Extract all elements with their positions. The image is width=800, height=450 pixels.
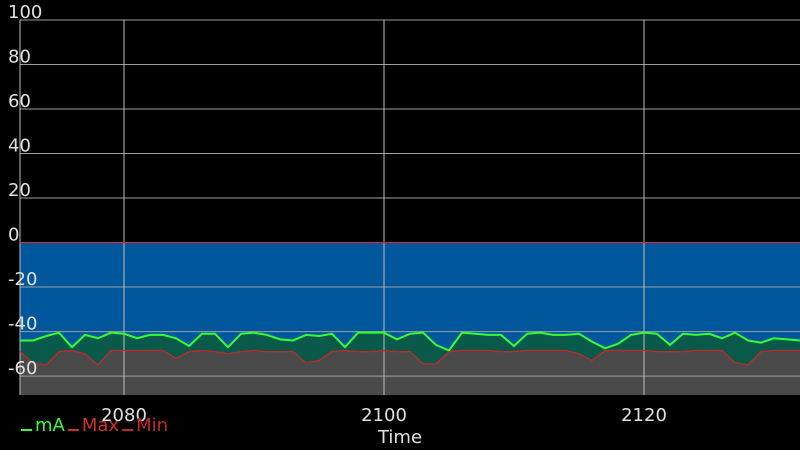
y-tick-label: -40 <box>8 314 37 335</box>
y-tick-label: 60 <box>8 91 31 112</box>
y-tick-label: 20 <box>8 180 31 201</box>
legend-label: Max <box>82 415 120 436</box>
series-line <box>19 349 800 366</box>
y-tick-label: 40 <box>8 136 31 157</box>
y-tick-label: 100 <box>8 2 42 23</box>
x-axis-label: Time <box>377 427 422 448</box>
area-fill <box>20 350 800 395</box>
legend-label: mA <box>35 415 66 436</box>
y-tick-label: 0 <box>8 225 19 246</box>
series-line <box>20 331 800 352</box>
y-tick-label: -60 <box>8 358 37 379</box>
legend-label: Min <box>136 415 168 436</box>
x-tick-label: 2120 <box>621 405 667 426</box>
x-tick-label: 2080 <box>101 405 147 426</box>
y-tick-label: 80 <box>8 47 31 68</box>
y-tick-label: -20 <box>8 269 37 290</box>
x-tick-label: 2100 <box>361 405 407 426</box>
